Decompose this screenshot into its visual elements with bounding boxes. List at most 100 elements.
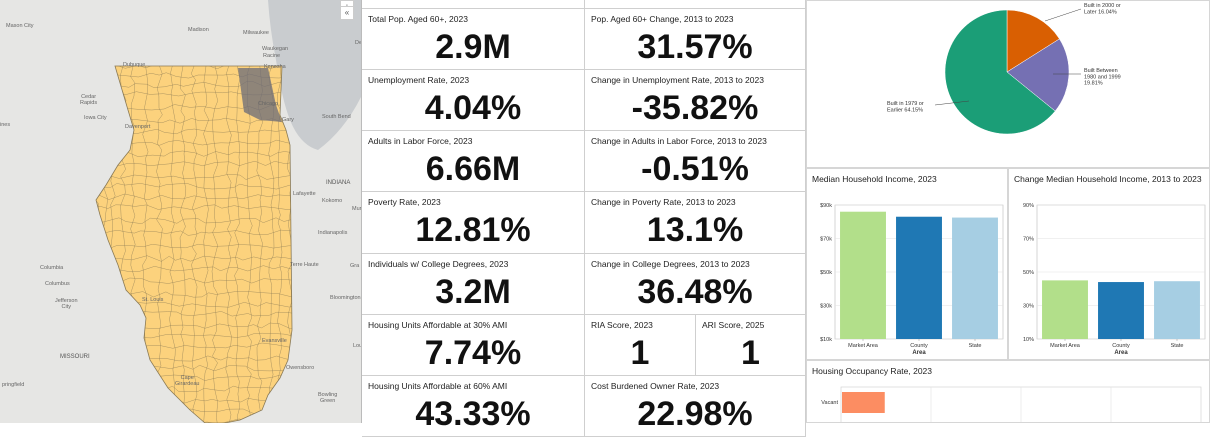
kpi-value: 1 — [630, 334, 650, 372]
pie-slice — [1006, 38, 1070, 112]
occupancy-title: Housing Occupancy Rate, 2023 — [812, 366, 933, 376]
income-change-title: Change Median Household Income, 2013 to … — [1014, 174, 1202, 184]
kpi-label: Individuals w/ College Degrees, 2023 — [368, 259, 509, 269]
bar — [952, 217, 998, 339]
map-label: Dubuque — [123, 62, 146, 68]
x-axis-label: Area — [1114, 350, 1128, 356]
map-label: Columbus — [45, 281, 70, 287]
kpi-value: 1 — [741, 334, 760, 372]
map-label: Bloomington — [330, 295, 361, 301]
map-label: ines — [0, 122, 11, 128]
kpi-tile: RIA Score, 2023 1 — [585, 315, 696, 376]
map-label: Chicago — [258, 101, 279, 107]
map-label: Lafayette — [293, 191, 316, 197]
pie-slice — [1006, 9, 1060, 73]
kpi-label: Unemployment Rate, 2023 — [368, 75, 470, 85]
kpi-label: Housing Units Affordable at 30% AMI — [368, 320, 508, 330]
kpi-tile: Cost Burdened Owner Rate, 2023 22.98% — [585, 376, 806, 437]
collapse-sidebar-button[interactable]: « — [340, 6, 354, 20]
kpi-value: -35.82% — [631, 89, 759, 127]
y-tick-label: $90k — [820, 203, 832, 209]
map-label: Terre Haute — [290, 262, 319, 268]
kpi-value: -0.51% — [641, 150, 749, 188]
housing-age-pie-panel: Built in 2000 or Later 16.04% Built Betwee… — [806, 0, 1210, 168]
kpi-label: Change in Poverty Rate, 2013 to 2023 — [591, 197, 736, 207]
map-label: Kokomo — [322, 198, 343, 204]
kpi-grid: 12.7M5.55% Total Pop. Aged 60+, 2023 2.9M P… — [362, 0, 806, 437]
kpi-tile: 12.7M — [362, 0, 585, 9]
y-tick-label: 10% — [1023, 337, 1034, 343]
y-tick-label: 50% — [1023, 270, 1034, 276]
map-label: Bowling Green — [318, 392, 338, 405]
map-label: Columbia — [40, 265, 64, 271]
occupancy-panel: Housing Occupancy Rate, 2023 Vacant — [806, 360, 1210, 423]
map-label: Kenosha — [264, 64, 286, 70]
kpi-tile: Adults in Labor Force, 2023 6.66M — [362, 131, 585, 192]
y-tick-label: $70k — [820, 237, 832, 243]
map-panel[interactable]: Madison Milwaukee Mason City Dubuque Cedar R… — [0, 0, 362, 423]
kpi-value: 31.57% — [637, 28, 753, 66]
map-label: MISSOURI — [60, 354, 90, 360]
bar — [1098, 282, 1144, 339]
income-change-panel: Change Median Household Income, 2013 to … — [1008, 168, 1210, 360]
kpi-value: 7.74% — [424, 334, 522, 372]
kpi-label: ARI Score, 2025 — [702, 320, 765, 330]
bar — [1042, 280, 1088, 339]
kpi-tile: Unemployment Rate, 2023 4.04% — [362, 70, 585, 131]
kpi-tile: 5.55% — [585, 0, 806, 9]
bar — [896, 216, 942, 339]
illinois-map[interactable] — [0, 0, 362, 423]
income-change-bar-chart: 10% 30% 50% 70% 90% Market Area County State Are… — [1023, 203, 1206, 356]
pie-slice-label: Built in 1979 or Earlier 64.15% — [887, 101, 924, 113]
illinois-region[interactable] — [95, 65, 293, 423]
y-tick-label: 70% — [1023, 237, 1034, 243]
x-tick-label: Market Area — [1050, 343, 1081, 349]
x-tick-label: County — [910, 343, 928, 349]
pie-leader-line — [934, 100, 970, 106]
kpi-value: 22.98% — [637, 395, 753, 433]
kpi-value: 4.04% — [424, 89, 522, 127]
map-label: Racine — [263, 53, 281, 59]
kpi-tile: Poverty Rate, 2023 12.81% — [362, 192, 585, 254]
kpi-tile: ARI Score, 2025 1 — [696, 315, 806, 376]
x-tick-label: State — [969, 343, 982, 349]
y-tick-label: Vacant — [821, 400, 838, 406]
kpi-tile: Change in Unemployment Rate, 2013 to 202… — [585, 70, 806, 131]
kpi-label: Poverty Rate, 2023 — [368, 197, 441, 207]
pie-slice-label: Built in 2000 or Later 16.04% — [1084, 3, 1121, 15]
pie-slice — [944, 9, 1056, 135]
kpi-value: 12.81% — [415, 211, 531, 249]
x-tick-label: State — [1171, 343, 1184, 349]
map-label: pringfield — [2, 382, 25, 388]
median-income-title: Median Household Income, 2023 — [812, 174, 937, 184]
pie-leader-line — [1044, 8, 1082, 22]
y-tick-label: $10k — [820, 337, 832, 343]
kpi-value: 13.1% — [646, 211, 744, 249]
kpi-value: 2.9M — [435, 28, 511, 66]
kpi-tile: Total Pop. Aged 60+, 2023 2.9M — [362, 9, 585, 70]
map-label: Iowa City — [84, 115, 107, 121]
map-label: Milwaukee — [243, 30, 269, 36]
kpi-tile: Housing Units Affordable at 60% AMI 43.33… — [362, 376, 585, 437]
kpi-tile: Housing Units Affordable at 30% AMI 7.74% — [362, 315, 585, 376]
occupancy-bar-chart: Vacant — [821, 386, 1202, 422]
charts-panel: Built in 2000 or Later 16.04% Built Betwee… — [806, 0, 1210, 423]
kpi-label: Change in College Degrees, 2013 to 2023 — [591, 259, 750, 269]
map-label: Gary — [282, 117, 294, 123]
map-label: Jefferson City — [55, 298, 78, 311]
map-label: INDIANA — [326, 180, 351, 186]
median-income-bar-chart: $10k $30k $50k $70k $90k Market Area County Sta… — [820, 203, 1004, 356]
map-label: Evansville — [262, 338, 287, 344]
y-tick-label: $30k — [820, 304, 832, 310]
kpi-label: Change in Adults in Labor Force, 2013 to… — [591, 136, 767, 146]
map-label: Waukegan — [262, 46, 289, 52]
map-label: Indianapolis — [318, 230, 348, 236]
kpi-label: Housing Units Affordable at 60% AMI — [368, 381, 508, 391]
kpi-tile: Pop. Aged 60+ Change, 2013 to 2023 31.57% — [585, 9, 806, 70]
x-tick-label: County — [1112, 343, 1130, 349]
pie-slice-label: Built Between 1980 and 1999 19.81% — [1084, 68, 1121, 87]
lake-michigan — [268, 0, 361, 150]
y-tick-label: $50k — [820, 270, 832, 276]
kpi-tile: Change in Poverty Rate, 2013 to 2023 13.1… — [585, 192, 806, 254]
map-label: South Bend — [322, 114, 351, 120]
